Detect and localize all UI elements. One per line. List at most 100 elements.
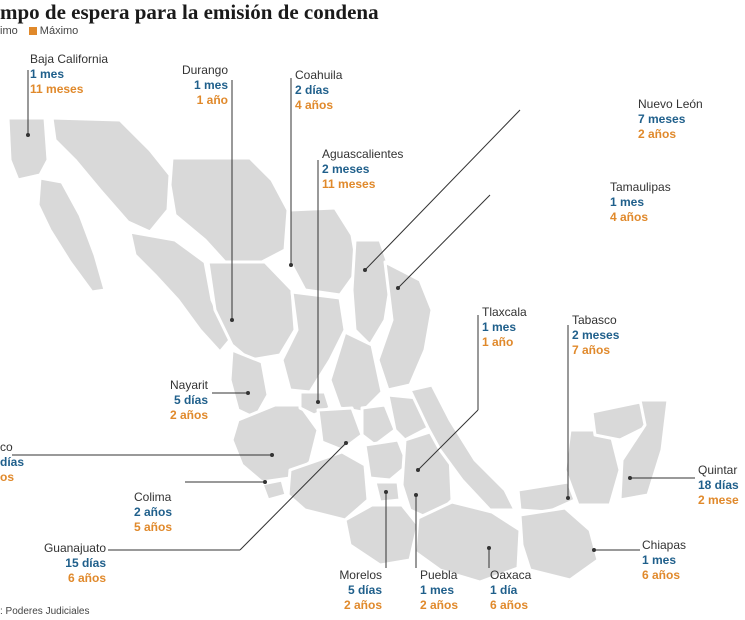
state-min: 2 días: [295, 83, 330, 97]
label-nuevo-leon: Nuevo León 7 meses 2 años: [638, 97, 703, 142]
state-name: Tamaulipas: [610, 180, 671, 194]
label-tabasco: Tabasco 2 meses 7 años: [572, 313, 619, 358]
state-min: 7 meses: [638, 112, 686, 126]
state-name: Coahuila: [295, 68, 343, 82]
state-colima: [260, 478, 288, 502]
label-tamaulipas: Tamaulipas 1 mes 4 años: [610, 180, 671, 225]
state-yucatan: [590, 400, 652, 442]
label-colima: Colima 2 años 5 años: [134, 490, 172, 535]
state-tamaulipas: [376, 260, 434, 392]
state-name: Tlaxcala: [482, 305, 527, 319]
state-max: 2 años: [638, 127, 677, 141]
marker-puebla: [414, 493, 418, 497]
state-max: 4 años: [295, 98, 334, 112]
state-name: Aguascalientes: [322, 147, 404, 161]
state-min: 1 día: [490, 583, 518, 597]
state-name: co: [0, 440, 13, 454]
state-nayarit: [228, 348, 270, 420]
marker-morelos: [384, 490, 388, 494]
state-min: días: [0, 455, 25, 469]
marker-quintana-roo: [628, 476, 632, 480]
marker-nuevo-leon: [363, 268, 367, 272]
state-name: Nayarit: [169, 378, 208, 392]
state-mexico: [363, 438, 410, 482]
state-name: Durango: [181, 63, 228, 77]
state-oaxaca: [413, 500, 522, 584]
state-min: 15 días: [65, 556, 106, 570]
state-coahuila: [288, 206, 360, 297]
label-durango: Durango 1 mes 1 año: [160, 63, 228, 108]
state-max: 4 años: [610, 210, 649, 224]
state-max: 7 años: [572, 343, 611, 357]
legend-max: Máximo: [28, 25, 79, 37]
state-nuevo-leon: [350, 238, 394, 347]
state-chiapas: [518, 506, 600, 582]
legend-min: imo: [0, 25, 18, 37]
state-max: 11 meses: [322, 177, 376, 191]
label-chiapas: Chiapas 1 mes 6 años: [642, 538, 686, 583]
state-max: 6 años: [490, 598, 529, 612]
state-name: Puebla: [420, 568, 458, 582]
state-min: 1 mes: [642, 553, 677, 567]
state-max: 2 mese: [698, 493, 739, 507]
legend-max-swatch: [28, 27, 37, 36]
state-max: 5 años: [134, 520, 173, 534]
state-max: 2 años: [169, 408, 208, 422]
state-name: Colima: [134, 490, 172, 504]
state-durango: [206, 260, 297, 362]
state-name: Morelos: [339, 568, 382, 582]
state-name: Nuevo León: [638, 97, 703, 111]
state-name: Tabasco: [572, 313, 617, 327]
state-tabasco: [516, 480, 577, 514]
label-morelos: Morelos 5 días 2 años: [322, 568, 382, 613]
state-queretaro: [360, 403, 397, 447]
marker-oaxaca: [487, 546, 491, 550]
source-note: : Poderes Judiciales: [0, 606, 90, 617]
label-coahuila: Coahuila 2 días 4 años: [295, 68, 342, 113]
state-min: 2 años: [134, 505, 173, 519]
label-puebla: Puebla 1 mes 2 años: [420, 568, 458, 613]
label-aguascalientes: Aguascalientes 2 meses 11 meses: [322, 147, 403, 192]
state-max: 6 años: [642, 568, 681, 582]
leader-tlaxcala-b: [417, 409, 479, 471]
state-max: os: [0, 470, 15, 484]
marker-baja-california: [26, 133, 30, 137]
state-name: Baja California: [30, 52, 109, 66]
state-guerrero: [343, 503, 420, 567]
marker-tlaxcala: [416, 468, 420, 472]
legend: imo Máximo: [0, 25, 86, 37]
state-min: 5 días: [347, 583, 382, 597]
label-guanajuato: Guanajuato 15 días 6 años: [30, 541, 106, 586]
leader-nuevo-leon: [364, 109, 521, 271]
state-min: 1 mes: [193, 78, 228, 92]
marker-coahuila: [289, 263, 293, 267]
state-guanajuato: [316, 406, 364, 452]
state-min: 1 mes: [420, 583, 455, 597]
state-baja-california: [6, 116, 50, 182]
state-michoacan: [286, 450, 370, 522]
state-min: 5 días: [173, 393, 208, 407]
legend-min-label: imo: [0, 25, 18, 37]
state-max: 1 año: [482, 335, 514, 349]
leader-tamaulipas: [397, 194, 491, 289]
state-name: Guanajuato: [43, 541, 106, 555]
state-max: 2 años: [343, 598, 382, 612]
marker-nayarit: [246, 391, 250, 395]
state-baja-california-sur: [36, 176, 107, 294]
state-max: 6 años: [67, 571, 106, 585]
marker-colima: [263, 480, 267, 484]
state-sonora: [50, 116, 172, 234]
marker-durango: [230, 318, 234, 322]
map-title: mpo de espera para la emisión de condena: [0, 0, 379, 24]
marker-aguascalientes: [316, 400, 320, 404]
state-max: 1 año: [196, 93, 228, 107]
state-chihuahua: [168, 156, 290, 264]
marker-tabasco: [566, 496, 570, 500]
state-campeche: [563, 428, 622, 507]
label-nayarit: Nayarit 5 días 2 años: [140, 378, 208, 423]
leader-guanajuato-b: [239, 442, 347, 551]
legend-max-label: Máximo: [39, 25, 79, 37]
state-max: 2 años: [420, 598, 459, 612]
state-name: Chiapas: [642, 538, 687, 552]
